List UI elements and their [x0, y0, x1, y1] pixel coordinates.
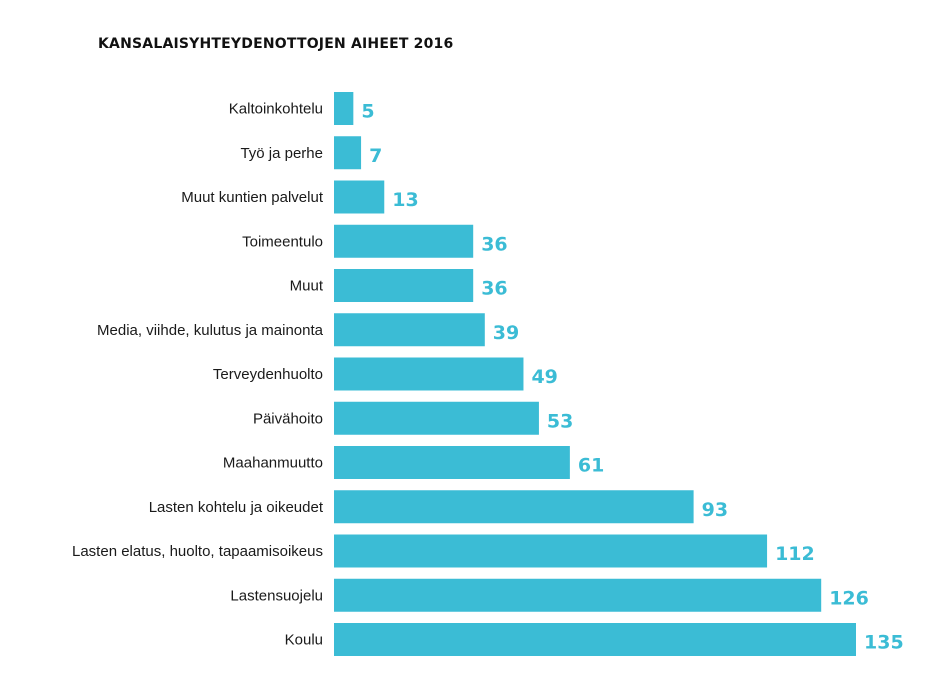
category-label: Media, viihde, kulutus ja mainonta — [97, 322, 324, 339]
bar — [334, 357, 524, 391]
category-label: Terveydenhuolto — [213, 366, 323, 383]
bar — [334, 313, 485, 347]
value-label: 53 — [547, 410, 573, 432]
chart-title: KANSALAISYHTEYDENOTTOJEN AIHEET 2016 — [98, 36, 454, 52]
value-label: 126 — [829, 587, 869, 609]
value-label: 13 — [392, 189, 418, 211]
value-label: 5 — [361, 101, 374, 123]
value-label: 49 — [531, 366, 557, 388]
value-label: 36 — [481, 233, 507, 255]
category-labels: Kaltoinkohtelu Työ ja perhe Muut kuntien p… — [72, 101, 324, 649]
category-label: Lasten elatus, huolto, tapaamisoikeus — [72, 543, 323, 560]
bars — [334, 92, 856, 656]
value-label: 39 — [493, 322, 519, 344]
bar — [334, 534, 768, 568]
bar — [334, 446, 570, 479]
category-label: Päivähoito — [253, 410, 323, 427]
bar — [334, 269, 474, 302]
category-label: Lastensuojelu — [230, 587, 323, 604]
value-label: 61 — [578, 455, 604, 477]
category-label: Maahanmuutto — [223, 455, 323, 472]
bar — [334, 490, 694, 524]
category-label: Muut — [290, 278, 324, 295]
category-label: Toimeentulo — [242, 233, 323, 250]
value-label: 36 — [481, 278, 507, 300]
value-label: 112 — [775, 543, 815, 565]
category-label: Lasten kohtelu ja oikeudet — [149, 499, 324, 516]
bar — [334, 136, 362, 170]
category-label: Muut kuntien palvelut — [181, 189, 324, 206]
bar — [334, 401, 539, 435]
category-label: Kaltoinkohtelu — [229, 101, 323, 118]
value-label: 7 — [369, 145, 382, 167]
value-label: 93 — [702, 499, 728, 521]
value-label: 135 — [864, 632, 904, 654]
value-labels: 5 7 13 36 36 39 49 53 61 93 112 126 135 — [361, 101, 903, 654]
bar — [334, 180, 385, 214]
bar — [334, 578, 822, 612]
bar — [334, 224, 474, 258]
bar — [334, 623, 856, 656]
bar — [334, 92, 354, 125]
category-label: Työ ja perhe — [240, 145, 323, 162]
category-label: Koulu — [285, 632, 323, 649]
